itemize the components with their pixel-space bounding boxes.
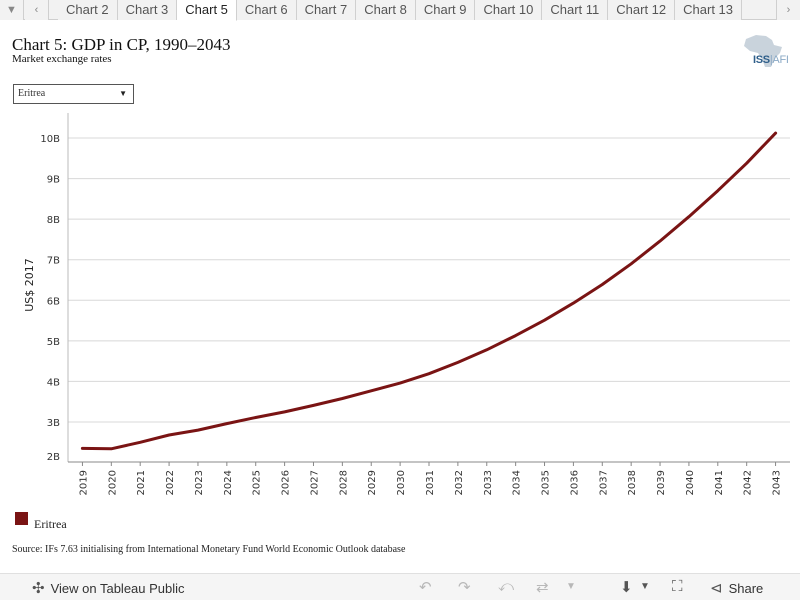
y-tick-label: 7B xyxy=(47,256,60,267)
y-tick-label: 5B xyxy=(47,337,60,348)
y-tick-label: 9B xyxy=(47,175,60,186)
tab-chart-9[interactable]: Chart 9 xyxy=(415,0,476,20)
tab-chart-6[interactable]: Chart 6 xyxy=(236,0,297,20)
y-tick-label: 8B xyxy=(47,215,60,226)
download-icon[interactable]: ⬇ xyxy=(620,579,633,596)
tab-chart-12[interactable]: Chart 12 xyxy=(608,0,676,20)
x-tick-label: 2025 xyxy=(252,470,263,495)
y-tick-label: 6B xyxy=(47,296,60,307)
x-tick-label: 2021 xyxy=(136,470,147,495)
x-tick-label: 2029 xyxy=(367,470,378,495)
x-tick-label: 2037 xyxy=(598,470,609,495)
x-tick-label: 2043 xyxy=(772,470,783,495)
legend-label[interactable]: Eritrea xyxy=(34,517,67,531)
redo-icon[interactable]: ↷ xyxy=(458,579,471,596)
x-tick-label: 2032 xyxy=(454,470,465,495)
x-tick-label: 2031 xyxy=(425,470,436,495)
caret-down-icon[interactable]: ▼ xyxy=(566,581,576,592)
tab-chart-2[interactable]: Chart 2 xyxy=(58,0,118,20)
fullscreen-icon[interactable]: ⛶ xyxy=(672,578,683,595)
x-tick-label: 2034 xyxy=(512,470,523,495)
x-tick-label: 2027 xyxy=(309,470,320,495)
x-tick-label: 2039 xyxy=(656,470,667,495)
series-line-eritrea xyxy=(80,131,778,451)
refresh-icon[interactable]: ⇄ xyxy=(536,579,549,596)
page-subtitle: Market exchange rates xyxy=(12,53,112,65)
share-label: Share xyxy=(728,580,764,596)
gdp-line-chart: 2B 3B 4B 5B 6B 7B 8B 9B 10B 2019 2020 2021 2022 2023 2… xyxy=(23,113,790,495)
x-tick-label: 2042 xyxy=(743,470,754,495)
x-tick-label: 2040 xyxy=(685,470,696,495)
x-tick-label: 2028 xyxy=(338,470,349,495)
revert-icon[interactable]: ⤺ xyxy=(498,578,515,595)
country-dropdown[interactable]: Eritrea ▼ xyxy=(13,84,134,104)
x-tick-label: 2026 xyxy=(281,470,292,495)
x-tick-label: 2020 xyxy=(107,470,118,495)
view-on-tableau-button[interactable]: ✣ View on Tableau Public xyxy=(32,579,185,597)
y-tick-label: 10B xyxy=(40,134,60,145)
view-on-tableau-label: View on Tableau Public xyxy=(50,580,185,596)
tab-chart-7[interactable]: Chart 7 xyxy=(296,0,357,20)
tab-chart-11[interactable]: Chart 11 xyxy=(542,0,609,20)
country-dropdown-value: Eritrea xyxy=(18,88,46,99)
x-tick-label: 2033 xyxy=(483,470,494,495)
tab-chart-5[interactable]: Chart 5 xyxy=(177,0,237,21)
y-tick-label: 3B xyxy=(47,418,60,429)
tableau-toolbar: ✣ View on Tableau Public ↶ ↷ ⤺ ⇄ ▼ ⬇ ▼ ⛶… xyxy=(0,573,800,600)
x-tick-label: 2038 xyxy=(627,470,638,495)
share-icon: ⊲ xyxy=(710,580,723,597)
page-title: Chart 5: GDP in CP, 1990–2043 xyxy=(12,35,231,54)
tab-list: Chart 2 Chart 3 Chart 5 Chart 6 Chart 7 Chart… xyxy=(58,0,743,21)
x-tick-label: 2019 xyxy=(78,470,89,495)
x-tick-label: 2023 xyxy=(194,470,205,495)
chevron-left-icon[interactable]: ‹ xyxy=(25,0,49,20)
share-button[interactable]: ⊲ Share xyxy=(710,579,763,597)
caret-down-icon[interactable]: ▼ xyxy=(640,581,650,592)
africa-logo-icon xyxy=(744,35,782,67)
tab-chart-13[interactable]: Chart 13 xyxy=(675,0,743,20)
x-tick-label: 2030 xyxy=(396,470,407,495)
x-tick-label: 2035 xyxy=(541,470,552,495)
x-tick-label: 2036 xyxy=(569,470,580,495)
undo-icon[interactable]: ↶ xyxy=(419,579,432,596)
logo-text: ISS|AFI xyxy=(753,54,789,66)
x-tick-label: 2041 xyxy=(714,470,725,495)
caret-down-icon: ▼ xyxy=(119,89,127,98)
chevron-right-icon[interactable]: › xyxy=(776,0,800,20)
x-tick-label: 2024 xyxy=(223,470,234,495)
tab-chart-10[interactable]: Chart 10 xyxy=(475,0,543,20)
y-axis-label: US$ 2017 xyxy=(23,258,36,312)
y-tick-label: 2B xyxy=(47,452,60,463)
source-note: Source: IFs 7.63 initialising from Inter… xyxy=(12,544,406,555)
legend-swatch[interactable] xyxy=(15,512,28,525)
tab-chart-8[interactable]: Chart 8 xyxy=(356,0,416,20)
y-tick-label: 4B xyxy=(47,377,60,388)
tableau-icon: ✣ xyxy=(32,580,45,597)
x-tick-label: 2022 xyxy=(165,470,176,495)
caret-down-icon[interactable]: ▼ xyxy=(0,0,24,20)
tab-chart-3[interactable]: Chart 3 xyxy=(117,0,178,20)
